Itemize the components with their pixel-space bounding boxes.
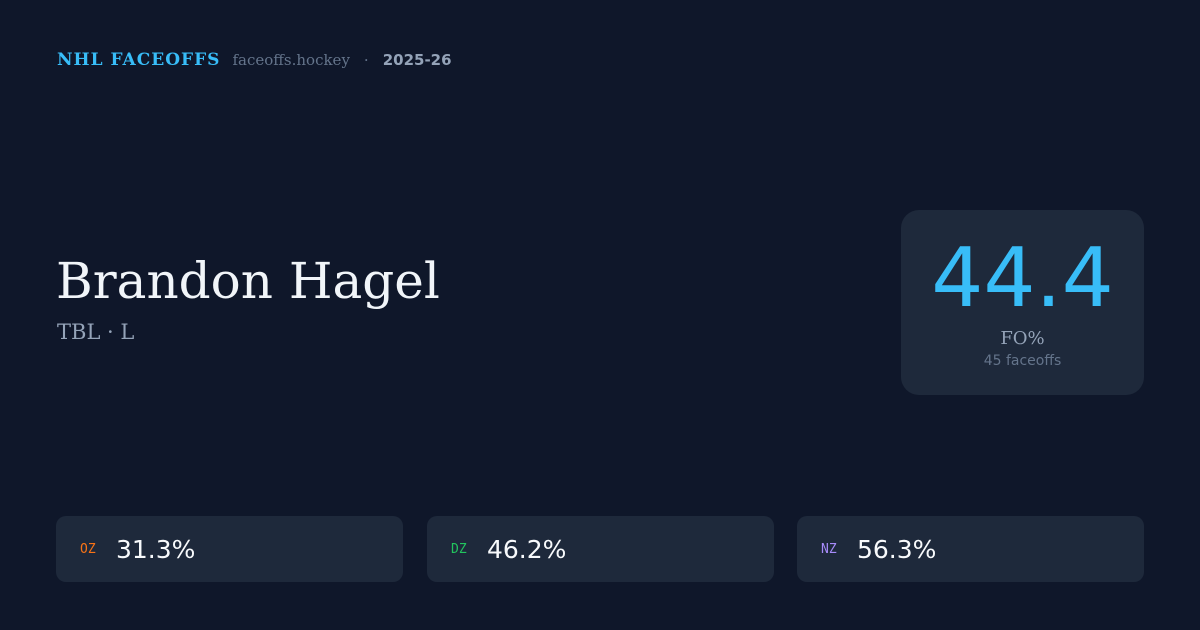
fo-summary-card: 44.4 FO% 45 faceoffs xyxy=(901,210,1144,395)
zone-label: NZ xyxy=(821,541,837,557)
zone-card-dz: DZ 46.2% xyxy=(427,516,774,582)
player-name: Brandon Hagel xyxy=(56,252,440,310)
zone-card-nz: NZ 56.3% xyxy=(797,516,1144,582)
zone-card-oz: OZ 31.3% xyxy=(56,516,403,582)
zone-value: 31.3% xyxy=(116,534,196,564)
zone-value: 56.3% xyxy=(857,534,937,564)
player-meta: TBL · L xyxy=(57,320,135,344)
separator: · xyxy=(363,51,369,69)
zone-value: 46.2% xyxy=(487,534,567,564)
brand: NHL FACEOFFS xyxy=(57,50,221,70)
fo-percentage: 44.4 xyxy=(931,231,1114,326)
fo-label: FO% xyxy=(1000,328,1045,349)
faceoff-count: 45 faceoffs xyxy=(983,353,1062,369)
season: 2025-26 xyxy=(382,51,452,69)
zone-label: OZ xyxy=(80,541,96,557)
site-link[interactable]: faceoffs.hockey xyxy=(232,51,350,69)
header: NHL FACEOFFS faceoffs.hockey · 2025-26 xyxy=(57,50,452,70)
zone-label: DZ xyxy=(451,541,467,557)
